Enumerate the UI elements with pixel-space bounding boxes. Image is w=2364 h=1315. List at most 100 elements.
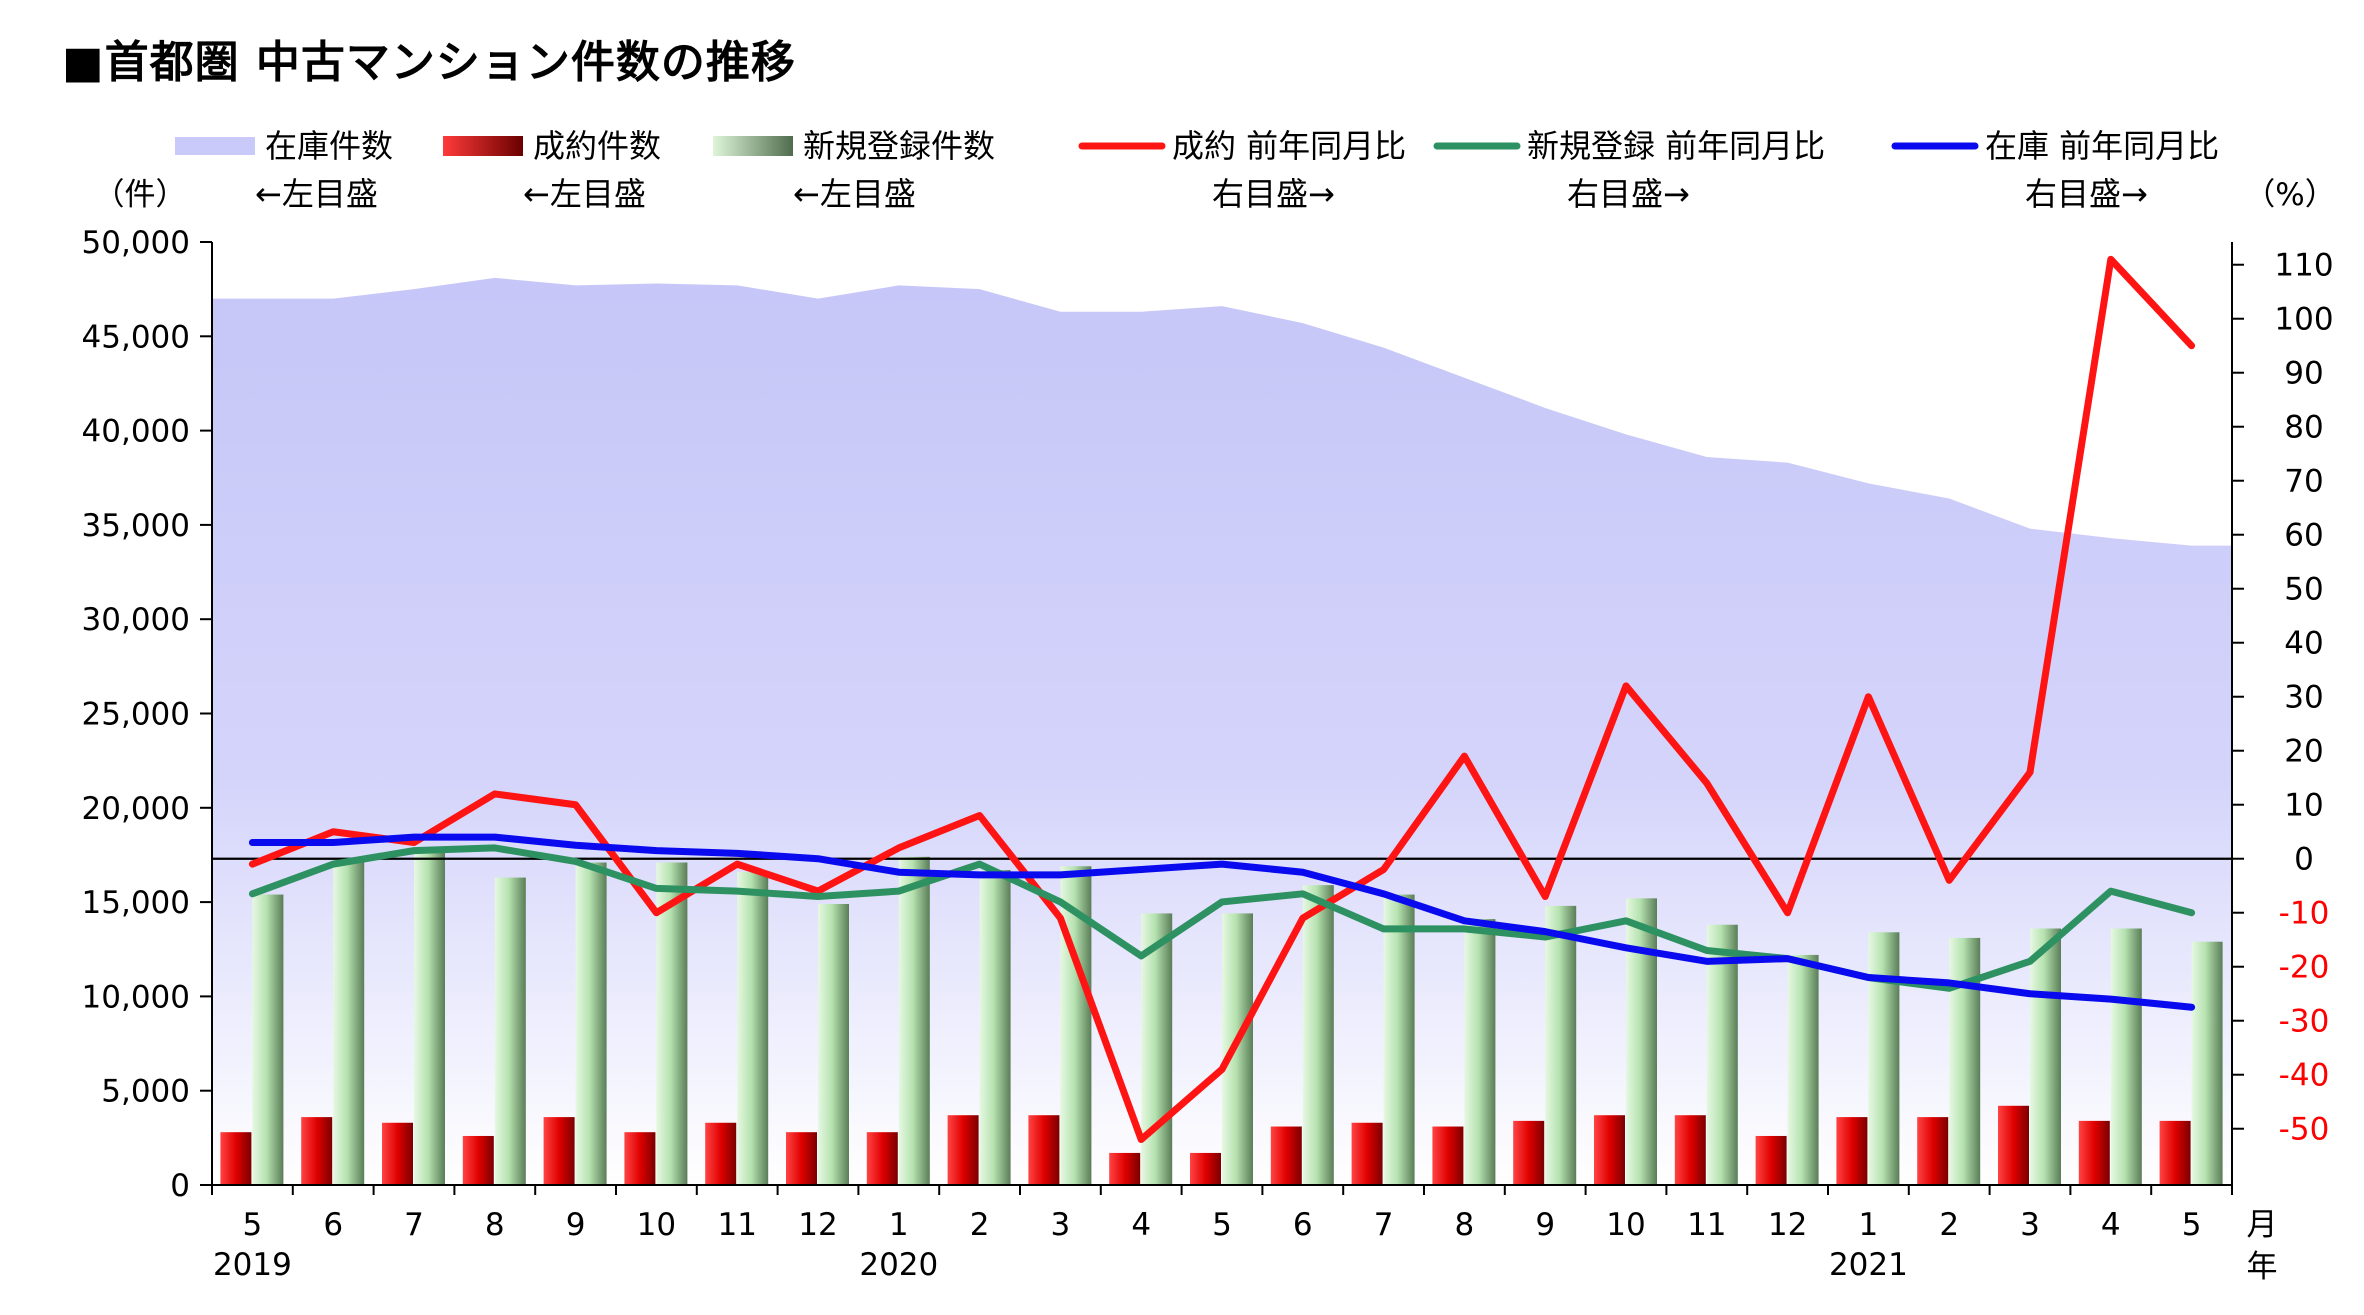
- x-tick-label: 12: [798, 1207, 837, 1243]
- bar-contracts: [1270, 1126, 1302, 1185]
- right-tick-label: -30: [2279, 1004, 2330, 1040]
- bar-contracts: [1351, 1122, 1383, 1185]
- right-tick-label: -40: [2279, 1058, 2330, 1094]
- legend-axis-note: ←左目盛: [523, 175, 646, 213]
- bar-new-listings: [414, 847, 445, 1185]
- bar-new-listings: [1868, 932, 1900, 1185]
- right-tick-label: 80: [2284, 410, 2323, 446]
- bar-new-listings: [333, 860, 365, 1185]
- left-tick-label: 35,000: [82, 508, 190, 544]
- x-tick-label: 5: [1212, 1207, 1232, 1243]
- x-tick-label: 1: [1859, 1207, 1879, 1243]
- right-tick-label: 40: [2284, 626, 2323, 662]
- bar-new-listings: [1464, 919, 1496, 1185]
- x-tick-label: 3: [1051, 1207, 1071, 1243]
- left-tick-label: 45,000: [82, 319, 190, 355]
- bar-new-listings: [898, 856, 930, 1185]
- x-tick-label: 8: [1455, 1207, 1475, 1243]
- left-tick-label: 15,000: [82, 885, 190, 921]
- right-tick-label: 20: [2284, 734, 2323, 770]
- bar-new-listings: [1787, 954, 1819, 1185]
- bar-new-listings: [252, 894, 284, 1185]
- right-tick-label: -20: [2279, 950, 2330, 986]
- bar-contracts: [1836, 1117, 1868, 1185]
- x-tick-label: 10: [1606, 1207, 1645, 1243]
- bar-new-listings: [2110, 928, 2142, 1185]
- x-tick-label: 11: [1687, 1207, 1726, 1243]
- x-tick-label: 6: [1293, 1207, 1313, 1243]
- legend-axis-note: ←左目盛: [793, 175, 916, 213]
- bar-new-listings: [737, 871, 769, 1185]
- left-tick-label: 40,000: [82, 414, 190, 450]
- bar-contracts: [1755, 1135, 1787, 1185]
- bar-contracts: [1513, 1120, 1545, 1185]
- bar-new-listings: [1706, 924, 1738, 1185]
- bar-contracts: [462, 1135, 494, 1185]
- left-tick-label: 20,000: [82, 791, 190, 827]
- legend-axis-note: 右目盛→: [1212, 175, 1335, 213]
- right-tick-label: 30: [2284, 680, 2323, 716]
- legend-label: 成約件数: [533, 127, 661, 165]
- bars: [220, 847, 2223, 1185]
- right-tick-label: 100: [2274, 302, 2333, 338]
- bar-new-listings: [979, 870, 1011, 1185]
- right-tick-label: 90: [2284, 356, 2323, 392]
- left-axis-unit: （件）: [94, 177, 187, 213]
- page-title: ■首都圏 中古マンション件数の推移: [62, 37, 796, 88]
- x-tick-label: 2: [970, 1207, 990, 1243]
- bar-new-listings: [1141, 913, 1173, 1185]
- x-tick-label: 5: [2182, 1207, 2202, 1243]
- left-tick-label: 5,000: [101, 1074, 190, 1110]
- bar-contracts: [1594, 1115, 1625, 1185]
- x-tick-label: 12: [1768, 1207, 1807, 1243]
- x-tick-label: 7: [404, 1207, 424, 1243]
- right-tick-label: 70: [2284, 464, 2323, 500]
- bar-contracts: [947, 1115, 979, 1185]
- bar-new-listings: [575, 862, 607, 1185]
- x-tick-label: 7: [1374, 1207, 1394, 1243]
- x-tick-label: 4: [1131, 1207, 1151, 1243]
- year-label: 2020: [859, 1247, 938, 1283]
- bar-contracts: [1998, 1105, 2029, 1185]
- bar-contracts: [543, 1117, 575, 1185]
- right-axis-unit: （%）: [2244, 177, 2335, 213]
- legend-swatch: [175, 137, 255, 155]
- bar-contracts: [1674, 1115, 1706, 1185]
- bar-contracts: [2159, 1120, 2191, 1185]
- year-label: 2021: [1829, 1247, 1908, 1283]
- left-tick-label: 50,000: [82, 225, 190, 261]
- legend-axis-note: 右目盛→: [1567, 175, 1690, 213]
- legend-swatch: [443, 136, 523, 156]
- x-tick-label: 1: [889, 1207, 909, 1243]
- x-tick-label: 10: [637, 1207, 676, 1243]
- x-unit-year: 年: [2247, 1249, 2278, 1285]
- bar-contracts: [301, 1117, 333, 1185]
- year-label: 2019: [213, 1247, 292, 1283]
- legend-label: 新規登録 前年同月比: [1527, 127, 1825, 165]
- legend-label: 新規登録件数: [803, 127, 995, 165]
- bar-contracts: [866, 1132, 898, 1185]
- legend-label: 在庫件数: [265, 127, 393, 165]
- bar-new-listings: [818, 903, 849, 1185]
- legend-swatch: [713, 136, 793, 156]
- right-tick-label: -50: [2279, 1112, 2330, 1148]
- x-tick-label: 11: [717, 1207, 756, 1243]
- bar-contracts: [624, 1132, 656, 1185]
- axes: [200, 241, 2244, 1195]
- left-tick-label: 25,000: [82, 697, 190, 733]
- x-tick-label: 4: [2101, 1207, 2121, 1243]
- legend-axis-note: ←左目盛: [255, 175, 378, 213]
- bar-new-listings: [1949, 937, 1981, 1185]
- right-tick-label: 110: [2274, 248, 2333, 284]
- legend-label: 成約 前年同月比: [1172, 127, 1406, 165]
- bar-new-listings: [2030, 928, 2061, 1185]
- left-tick-label: 10,000: [82, 979, 190, 1015]
- x-tick-label: 5: [243, 1207, 263, 1243]
- left-tick-label: 30,000: [82, 602, 190, 638]
- bar-new-listings: [494, 877, 526, 1185]
- bar-contracts: [786, 1132, 817, 1185]
- x-tick-label: 3: [2020, 1207, 2040, 1243]
- bar-contracts: [1109, 1152, 1141, 1185]
